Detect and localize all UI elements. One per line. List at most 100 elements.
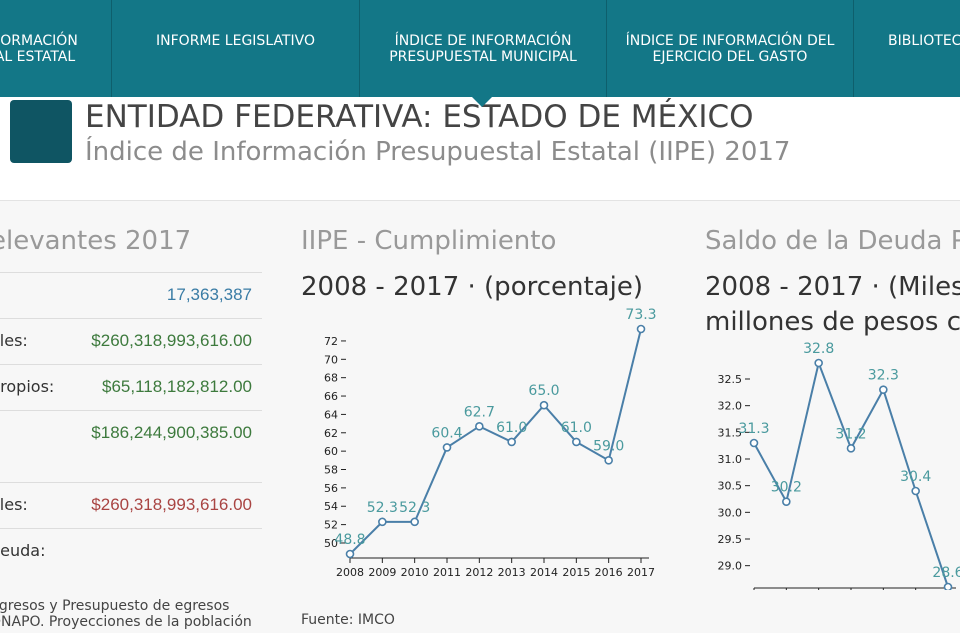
data-label: 59.0 <box>593 438 624 454</box>
table-row: propios: $65,118,182,812.00 <box>0 364 262 410</box>
data-point <box>410 517 419 527</box>
y-tick-label: 50 <box>324 537 338 550</box>
row-label: ales: <box>0 331 28 350</box>
nav-label-line2: PRESUPUESTAL MUNICIPAL <box>389 49 577 65</box>
page-subtitle: Índice de Información Presupuestal Estat… <box>85 137 791 167</box>
nav-divider <box>606 0 607 97</box>
data-point <box>345 549 355 559</box>
row-label: propios: <box>0 377 55 396</box>
y-tick-label: 52 <box>324 519 338 532</box>
data-point <box>378 517 387 527</box>
table-row: $186,244,900,385.00 <box>0 410 262 482</box>
data-label: 32.3 <box>868 368 899 384</box>
y-tick-label: 58 <box>324 464 338 477</box>
nav-item-biblioteca[interactable]: BIBLIOTEC <box>854 0 960 97</box>
page-title: ENTIDAD FEDERATIVA: ESTADO DE MÉXICO <box>85 99 754 135</box>
data-point <box>911 486 920 496</box>
table-row: ales: $260,318,993,616.00 <box>0 482 262 528</box>
source-note-line1: ngresos y Presupuesto de egresos <box>0 598 230 614</box>
y-tick-label: 64 <box>324 408 338 421</box>
data-point <box>475 422 484 431</box>
nav-divider <box>111 0 112 97</box>
top-nav: FORMACIÓN AL ESTATAL INFORME LEGISLATIVO … <box>0 0 960 97</box>
row-label: ales: <box>0 495 28 514</box>
nav-label-line2: AL ESTATAL <box>0 49 76 65</box>
nav-label-line2: EJERCICIO DEL GASTO <box>652 49 808 65</box>
data-point <box>572 437 581 447</box>
x-tick-label: 2016 <box>595 566 623 579</box>
data-label: 48.8 <box>334 532 365 548</box>
nav-item-informacion-estatal[interactable]: FORMACIÓN AL ESTATAL <box>0 0 110 97</box>
row-label: deuda: <box>0 541 46 560</box>
deuda-title: Saldo de la Deuda P <box>705 226 960 256</box>
data-point <box>749 438 759 448</box>
data-point <box>814 358 823 368</box>
x-tick-label: 2014 <box>530 566 558 579</box>
data-point <box>507 437 516 447</box>
row-value: 17,363,387 <box>166 285 252 304</box>
x-tick-label: 2008 <box>336 566 364 579</box>
x-tick-label: 2012 <box>465 566 493 579</box>
data-point <box>636 324 646 334</box>
page-header: ENTIDAD FEDERATIVA: ESTADO DE MÉXICO Índ… <box>0 97 960 201</box>
x-tick-label: 2017 <box>627 566 655 579</box>
y-tick-label: 32.0 <box>718 400 743 413</box>
data-point <box>604 456 613 465</box>
source-note-line2: ONAPO. Proyecciones de la población <box>0 614 252 630</box>
y-tick-label: 68 <box>324 372 338 385</box>
data-point <box>782 497 791 506</box>
y-tick-label: 62 <box>324 427 338 440</box>
row-value: $65,118,182,812.00 <box>102 377 252 396</box>
nav-label-line1: FORMACIÓN <box>0 33 78 49</box>
row-value: $260,318,993,616.00 <box>91 331 252 350</box>
data-label: 31.3 <box>738 421 769 437</box>
nav-label: BIBLIOTEC <box>888 33 960 49</box>
deuda-line-chart: 29.029.530.030.531.031.532.032.520082009… <box>718 341 960 590</box>
data-point <box>846 444 856 453</box>
y-tick-label: 66 <box>324 390 338 403</box>
row-value: $260,318,993,616.00 <box>91 495 252 514</box>
y-tick-label: 31.0 <box>718 453 743 466</box>
nav-divider <box>359 0 360 97</box>
relevantes-table: 17,363,387 ales: $260,318,993,616.00 pro… <box>0 272 262 574</box>
data-label: 61.0 <box>496 420 527 436</box>
iipe-title: IIPE - Cumplimiento <box>301 226 557 256</box>
nav-label-line1: ÍNDICE DE INFORMACIÓN DEL <box>625 33 835 49</box>
nav-item-informe-legislativo[interactable]: INFORME LEGISLATIVO <box>112 0 359 97</box>
nav-item-indice-ejercicio-gasto[interactable]: ÍNDICE DE INFORMACIÓN DEL EJERCICIO DEL G… <box>607 0 853 97</box>
table-row: ales: $260,318,993,616.00 <box>0 318 262 364</box>
y-tick-label: 30.5 <box>718 480 743 493</box>
y-tick-label: 56 <box>324 482 338 495</box>
y-tick-label: 29.0 <box>718 560 743 573</box>
table-row: 17,363,387 <box>0 272 262 318</box>
nav-label: INFORME LEGISLATIVO <box>156 33 315 49</box>
x-tick-label: 2010 <box>401 566 429 579</box>
row-value: $186,244,900,385.00 <box>91 423 252 442</box>
iipe-line-chart: 50 52 54 56 58 60 62 64 66 68 70 72 2008 2009 2010 2011… <box>324 307 657 579</box>
active-nav-caret <box>472 97 492 107</box>
data-label: 28.6 <box>932 565 960 581</box>
data-label: 52.3 <box>367 500 398 516</box>
data-label: 32.8 <box>803 341 834 357</box>
data-label: 62.7 <box>464 404 495 420</box>
y-tick-label: 32.5 <box>718 373 743 386</box>
nav-item-indice-municipal[interactable]: ÍNDICE DE INFORMACIÓN PRESUPUESTAL MUNICI… <box>360 0 606 97</box>
state-logo <box>10 100 72 163</box>
series-line <box>349 328 642 555</box>
y-tick-label: 54 <box>324 500 338 513</box>
data-point <box>879 385 888 394</box>
y-tick-label: 72 <box>324 335 338 348</box>
iipe-subtitle: 2008 - 2017 · (porcentaje) <box>301 272 643 302</box>
x-tick-label: 2009 <box>368 566 396 579</box>
chart-source: Fuente: IMCO <box>301 612 395 628</box>
y-tick-label: 60 <box>324 445 338 458</box>
data-label: 73.3 <box>625 307 656 323</box>
y-tick-label: 70 <box>324 353 338 366</box>
data-label: 61.0 <box>561 420 592 436</box>
nav-divider <box>853 0 854 97</box>
y-tick-label: 29.5 <box>718 533 743 546</box>
data-label: 30.2 <box>771 480 802 496</box>
nav-label-line1: ÍNDICE DE INFORMACIÓN <box>394 33 572 49</box>
data-point <box>442 443 452 452</box>
x-tick-label: 2015 <box>562 566 590 579</box>
